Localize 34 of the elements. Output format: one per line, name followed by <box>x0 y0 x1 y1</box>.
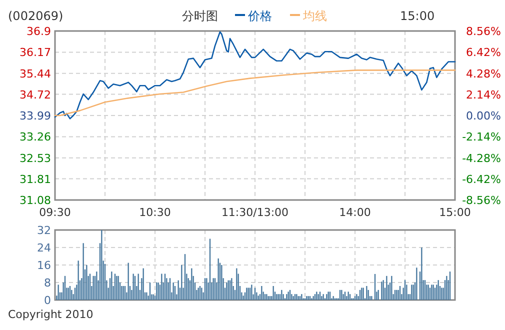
y-tick-label: 31.08 <box>20 194 51 207</box>
y2-tick-label: 6.42% <box>466 46 501 60</box>
x-tick-label: 09:30 <box>39 206 71 219</box>
y2-tick-label: -4.28% <box>462 152 501 165</box>
legend-label: 均线 <box>302 9 327 23</box>
legend-label: 价格 <box>247 9 272 23</box>
chart-title: (002069) <box>8 9 64 23</box>
y-tick-label: 16 <box>37 259 51 272</box>
y-tick-label: 24 <box>37 242 51 254</box>
y-tick-label: 33.99 <box>20 110 51 122</box>
text: Copyright 2010 <box>8 308 94 321</box>
x-tick-label: 15:00 <box>439 206 471 219</box>
x-tick-label: 10:30 <box>139 206 171 219</box>
y2-tick-label: -6.42% <box>462 172 501 186</box>
y2-tick-label: -8.56% <box>462 194 501 207</box>
y-tick-label: 31.81 <box>20 172 51 186</box>
y2-tick-label: 8.56% <box>466 25 501 38</box>
y-tick-label: 34.72 <box>20 88 51 102</box>
x-tick-label: 14:00 <box>339 206 371 219</box>
y-tick-label: 32 <box>37 224 51 237</box>
y2-tick-label: 2.14% <box>466 88 501 102</box>
y-tick-label: 36.17 <box>20 46 51 60</box>
text: 15:00 <box>400 9 435 23</box>
y-tick-label: 36.9 <box>26 25 51 38</box>
y2-tick-label: -2.14% <box>462 130 501 144</box>
y2-tick-label: 0.00% <box>466 110 501 122</box>
y2-tick-label: 4.28% <box>466 67 501 80</box>
y-tick-label: 32.53 <box>20 152 51 165</box>
y-tick-label: 33.26 <box>20 130 51 144</box>
y-tick-label: 35.44 <box>20 67 51 80</box>
x-tick-label: 11:30/13:00 <box>221 206 289 219</box>
y-tick-label: 8 <box>44 276 51 290</box>
y-tick-label: 0 <box>44 294 51 307</box>
chart-subtitle: 分时图 <box>182 9 218 23</box>
